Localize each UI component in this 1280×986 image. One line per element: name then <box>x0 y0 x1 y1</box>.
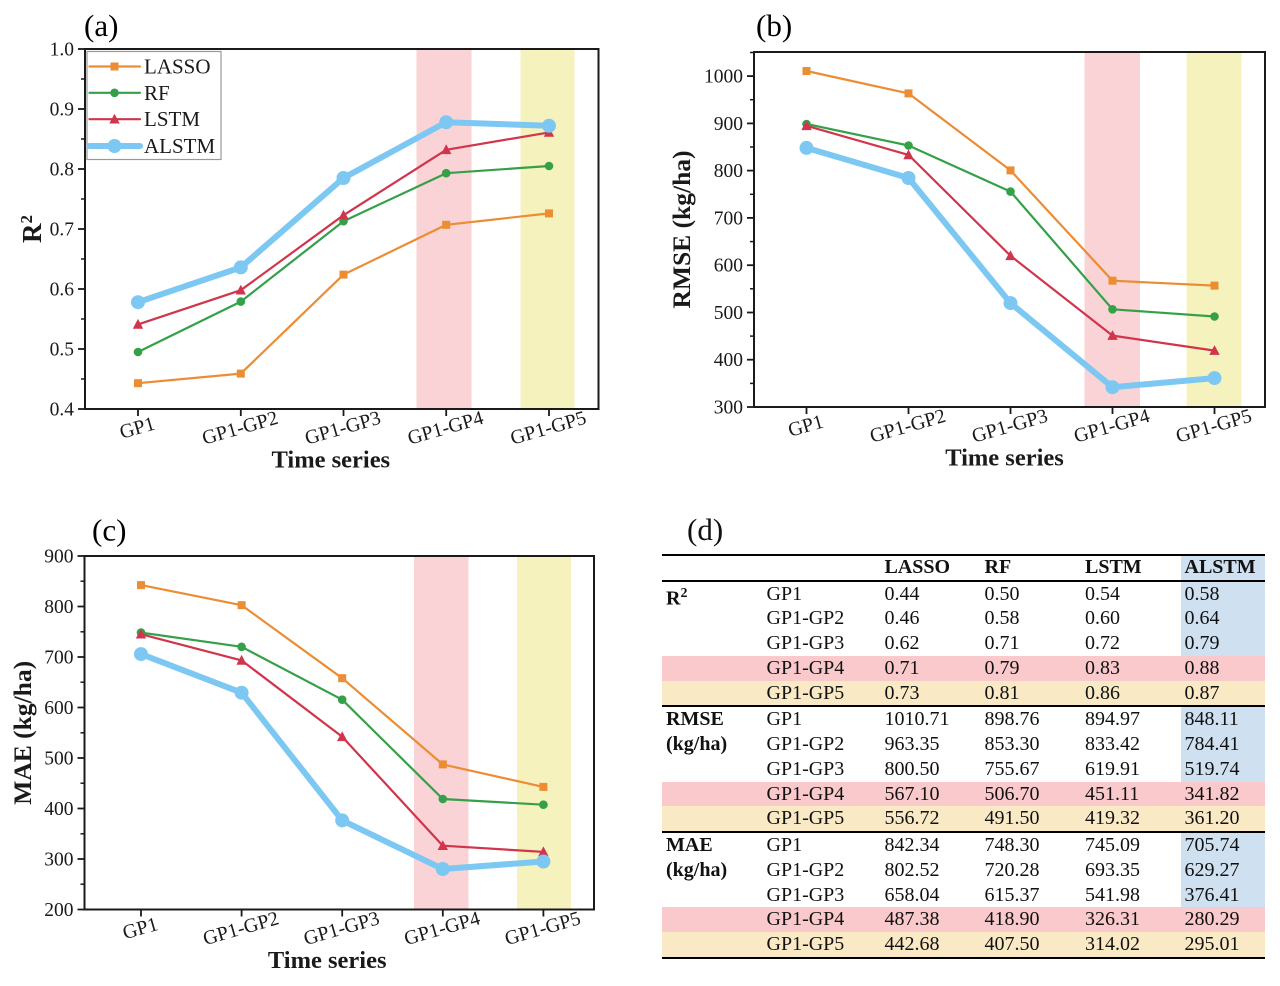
svg-text:1000: 1000 <box>704 67 743 88</box>
svg-text:R2: R2 <box>17 215 48 243</box>
svg-text:GP1: GP1 <box>120 913 160 944</box>
svg-text:0.6: 0.6 <box>50 280 75 301</box>
svg-text:0.5: 0.5 <box>50 340 74 361</box>
svg-text:900: 900 <box>44 547 73 568</box>
svg-text:500: 500 <box>714 303 743 324</box>
svg-text:ALSTM: ALSTM <box>144 134 216 158</box>
svg-text:0.7: 0.7 <box>50 220 75 241</box>
svg-text:RMSE (kg/ha): RMSE (kg/ha) <box>667 151 696 309</box>
svg-text:Time series: Time series <box>271 447 390 474</box>
svg-text:800: 800 <box>714 161 743 182</box>
svg-text:400: 400 <box>714 350 743 371</box>
svg-text:300: 300 <box>714 398 743 419</box>
svg-text:LSTM: LSTM <box>144 107 200 131</box>
svg-text:Time series: Time series <box>945 445 1064 472</box>
svg-text:600: 600 <box>44 698 73 719</box>
svg-text:800: 800 <box>44 597 73 618</box>
svg-text:Time series: Time series <box>268 947 387 974</box>
svg-text:0.8: 0.8 <box>50 160 74 181</box>
svg-text:200: 200 <box>44 900 73 921</box>
svg-text:(a): (a) <box>84 8 118 43</box>
svg-text:300: 300 <box>44 850 73 871</box>
svg-text:0.4: 0.4 <box>50 400 75 421</box>
svg-text:400: 400 <box>44 799 73 820</box>
svg-text:500: 500 <box>44 749 73 770</box>
svg-text:(c): (c) <box>92 513 126 548</box>
svg-text:1.0: 1.0 <box>50 40 74 61</box>
svg-text:0.9: 0.9 <box>50 100 74 121</box>
svg-text:900: 900 <box>714 114 743 135</box>
svg-text:LASSO: LASSO <box>144 55 211 79</box>
svg-text:GP1: GP1 <box>786 411 826 442</box>
svg-text:RF: RF <box>144 81 170 105</box>
svg-text:700: 700 <box>714 208 743 229</box>
svg-text:(b): (b) <box>756 8 792 43</box>
svg-text:MAE (kg/ha): MAE (kg/ha) <box>8 661 37 805</box>
svg-text:700: 700 <box>44 648 73 669</box>
svg-text:600: 600 <box>714 256 743 277</box>
svg-text:GP1: GP1 <box>117 413 157 444</box>
